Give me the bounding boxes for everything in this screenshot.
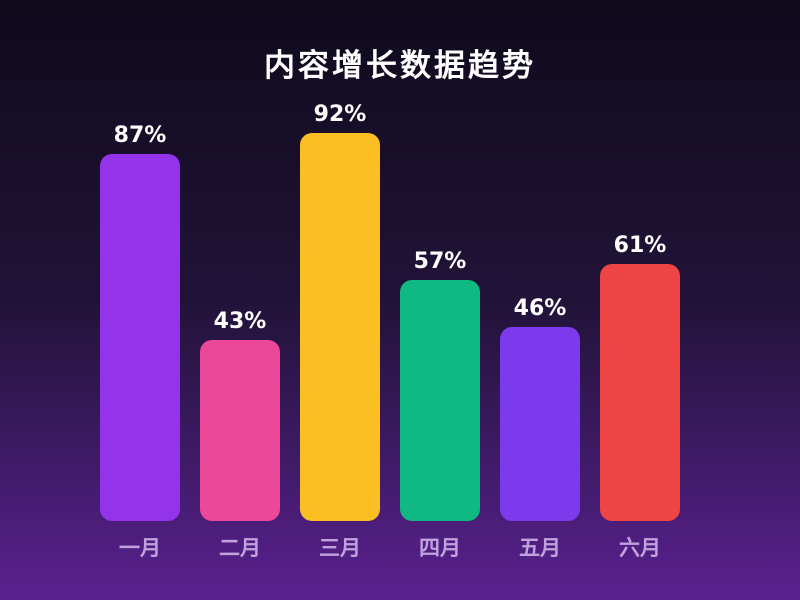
- bar-value-label: 46%: [513, 295, 567, 321]
- bar-value-label: 61%: [613, 232, 667, 258]
- category-label: 四月: [419, 536, 461, 560]
- category-label: 三月: [319, 536, 361, 560]
- bar-value-label: 92%: [313, 101, 367, 127]
- chart-title: 内容增长数据趋势: [264, 48, 536, 84]
- bar: [300, 132, 380, 521]
- bar-value-label: 43%: [213, 308, 267, 334]
- bar-chart-plot-area: 87% 43% 92% 57% 46% 61%: [100, 99, 680, 521]
- category-axis: 一月 二月 三月 四月 五月 六月: [100, 532, 680, 562]
- bar: [600, 263, 680, 521]
- bar-group: 61%: [600, 232, 680, 521]
- bar: [200, 339, 280, 521]
- bar: [400, 280, 480, 521]
- bar-group: 92%: [300, 101, 380, 521]
- bar-group: 87%: [100, 122, 180, 521]
- bar: [100, 153, 180, 521]
- category-label: 六月: [619, 536, 661, 560]
- category-label: 一月: [119, 536, 161, 560]
- category-label: 二月: [219, 536, 261, 560]
- bar-group: 43%: [200, 308, 280, 521]
- bar-value-label: 87%: [113, 122, 167, 148]
- bar: [500, 326, 580, 521]
- bar-group: 57%: [400, 251, 480, 521]
- category-label: 五月: [519, 536, 561, 560]
- bar-value-label: 57%: [413, 249, 467, 275]
- bar-group: 46%: [500, 295, 580, 521]
